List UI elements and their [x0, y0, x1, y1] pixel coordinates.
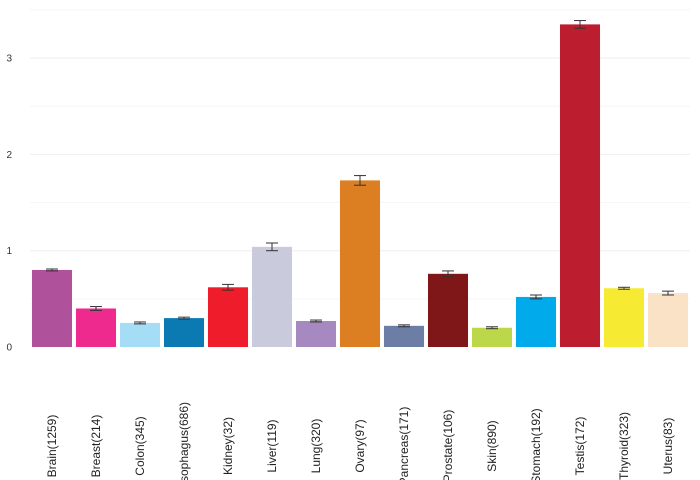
x-category-label: Uterus(83): [661, 418, 675, 475]
bar: [295, 320, 337, 347]
error-bar: [618, 286, 630, 290]
bar: [163, 318, 205, 347]
error-bar: [442, 270, 454, 278]
y-tick-label: 1: [6, 246, 12, 257]
x-axis-labels: Brain(1259) Breast(214) Colon(345) Esophagu…: [45, 402, 675, 480]
error-bar: [486, 326, 498, 330]
x-category-label: Thyroid(323): [617, 412, 631, 480]
bar: [647, 293, 689, 347]
x-category-label: Lung(320): [309, 419, 323, 474]
bar: [515, 296, 557, 347]
error-bar: [266, 242, 278, 252]
bar: [339, 180, 381, 347]
y-tick-label: 2: [6, 150, 12, 161]
bar: [559, 24, 601, 348]
x-category-label: Testis(172): [573, 417, 587, 476]
bar: [31, 269, 73, 347]
error-bars: [46, 20, 674, 330]
x-category-label: Stomach(192): [529, 408, 543, 480]
x-category-label: Pancreas(171): [397, 407, 411, 480]
error-bar: [46, 268, 58, 272]
error-bar: [398, 324, 410, 328]
bar: [251, 246, 293, 347]
bar: [603, 288, 645, 347]
bar: [383, 325, 425, 347]
error-bar: [530, 294, 542, 300]
bar: [427, 273, 469, 347]
x-category-label: Skin(890): [485, 420, 499, 471]
error-bar: [134, 321, 146, 325]
y-tick-label: 0: [6, 343, 12, 354]
error-bar: [574, 20, 586, 29]
bar: [119, 322, 161, 347]
x-category-label: Liver(119): [265, 419, 279, 472]
error-bar: [178, 316, 190, 320]
y-axis-ticks: 0 1 2 3: [6, 54, 12, 354]
error-bar: [310, 319, 322, 323]
bars: [31, 24, 689, 348]
x-category-label: Brain(1259): [45, 415, 59, 478]
x-category-label: Esophagus(686): [177, 402, 191, 480]
error-bar: [222, 283, 234, 291]
error-bar: [354, 175, 366, 186]
error-bar: [662, 290, 674, 296]
x-category-label: Colon(345): [133, 416, 147, 475]
x-category-label: Ovary(97): [353, 419, 367, 472]
bar: [207, 287, 249, 347]
x-category-label: Breast(214): [89, 415, 103, 478]
error-bar: [90, 306, 102, 311]
bar: [75, 308, 117, 347]
bar: [471, 327, 513, 347]
x-category-label: Prostate(106): [441, 410, 455, 480]
x-category-label: Kidney(32): [221, 417, 235, 475]
y-tick-label: 3: [6, 54, 12, 65]
